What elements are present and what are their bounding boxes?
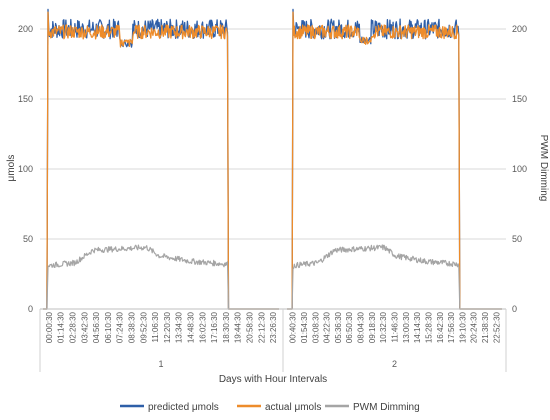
x-tick-label: 18:30:30 <box>222 311 231 343</box>
x-tick-label: 22:52:30 <box>492 311 501 343</box>
x-tick-label: 20:58:30 <box>246 311 255 343</box>
x-tick-label: 02:28:30 <box>69 311 78 343</box>
axis-lines <box>39 308 507 372</box>
y-axis-left-ticks: 0 50 100 150 200 <box>18 24 33 314</box>
x-tick-label: 08:04:30 <box>357 311 366 343</box>
x-tick-label: 01:54:30 <box>300 311 309 343</box>
y2-axis-title: PWM Dimming <box>538 135 549 202</box>
x-tick-label: 19:44:30 <box>234 311 243 343</box>
x-tick-label: 17:56:30 <box>447 311 456 343</box>
x-tick-label: 10:32:30 <box>379 311 388 343</box>
y-tick-label: 100 <box>18 164 33 174</box>
x-tick-label: 14:14:30 <box>413 311 422 343</box>
legend: predicted μmols actual μmols PWM Dimming <box>120 402 420 413</box>
x-tick-label: 16:02:30 <box>198 311 207 343</box>
x-tick-label: 17:16:30 <box>210 311 219 343</box>
x-tick-label: 12:20:30 <box>163 311 172 343</box>
legend-label: PWM Dimming <box>353 402 420 413</box>
x-tick-label: 13:34:30 <box>175 311 184 343</box>
x-tick-label: 06:50:30 <box>345 311 354 343</box>
y2-tick-label: 200 <box>512 24 527 34</box>
x-axis-ticks: 00:00:30 01:14:30 02:28:30 03:42:30 04:56:30… <box>45 311 501 369</box>
x-tick-label: 11:46:30 <box>391 311 400 342</box>
x-tick-label: 08:38:30 <box>128 311 137 343</box>
series-layer <box>43 8 502 310</box>
x-tick-label: 04:22:30 <box>323 311 332 343</box>
gridlines <box>40 28 506 310</box>
x-tick-label: 07:24:30 <box>116 311 125 343</box>
x-tick-label: 09:52:30 <box>139 311 148 343</box>
x-tick-label: 01:14:30 <box>57 311 66 343</box>
y-tick-label: 50 <box>23 234 33 244</box>
day-group-label: 2 <box>392 359 397 369</box>
x-tick-label: 05:36:30 <box>334 311 343 343</box>
y-axis-right-ticks: 0 50 100 150 200 <box>512 24 527 314</box>
y-tick-label: 150 <box>18 94 33 104</box>
x-tick-label: 00:40:30 <box>289 311 298 343</box>
legend-label: predicted μmols <box>148 402 219 413</box>
x-tick-label: 11:06:30 <box>151 311 160 342</box>
y-tick-label: 200 <box>18 24 33 34</box>
x-tick-label: 13:00:30 <box>402 311 411 343</box>
x-tick-label: 19:10:30 <box>458 311 467 343</box>
x-tick-label: 14:48:30 <box>187 311 196 343</box>
y2-tick-label: 100 <box>512 164 527 174</box>
y2-tick-label: 0 <box>512 304 517 314</box>
x-tick-label: 23:26:30 <box>269 311 278 343</box>
x-tick-label: 15:28:30 <box>424 311 433 343</box>
y-tick-label: 0 <box>28 304 33 314</box>
x-tick-label: 00:00:30 <box>45 311 54 343</box>
x-tick-label: 03:08:30 <box>311 311 320 343</box>
x-tick-label: 09:18:30 <box>368 311 377 343</box>
series-line-pwm-dimming <box>43 244 502 310</box>
x-tick-label: 22:12:30 <box>257 311 266 343</box>
y2-tick-label: 150 <box>512 94 527 104</box>
x-tick-label: 06:10:30 <box>104 311 113 343</box>
y2-tick-label: 50 <box>512 234 522 244</box>
x-tick-label: 03:42:30 <box>80 311 89 343</box>
series-line-actual-mols <box>43 11 502 310</box>
x-tick-label: 20:24:30 <box>470 311 479 343</box>
x-tick-label: 16:42:30 <box>436 311 445 343</box>
day-group-label: 1 <box>158 359 163 369</box>
x-tick-label: 21:38:30 <box>481 311 490 343</box>
x-axis-title: Days with Hour Intervals <box>219 374 327 385</box>
x-tick-label: 04:56:30 <box>92 311 101 343</box>
legend-label: actual μmols <box>265 402 321 413</box>
y-axis-title: μmols <box>6 155 17 182</box>
